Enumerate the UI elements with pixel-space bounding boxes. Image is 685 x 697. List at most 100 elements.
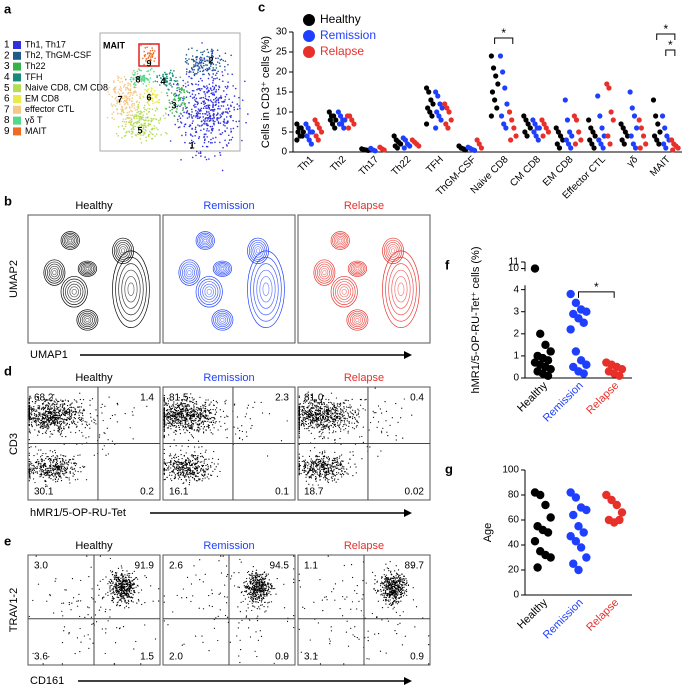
event-dot: [338, 403, 341, 405]
umap-dot: [132, 74, 135, 76]
umap-dot: [165, 131, 167, 134]
event-dot: [188, 469, 190, 471]
event-dot: [55, 398, 57, 400]
event-dot: [328, 472, 330, 474]
event-dot: [200, 467, 202, 469]
event-dot: [28, 460, 30, 463]
event-dot: [210, 465, 212, 467]
event-dot: [48, 421, 50, 423]
umap-dot: [209, 58, 211, 61]
event-dot: [196, 416, 198, 418]
event-dot: [81, 412, 84, 415]
umap-dot: [219, 108, 221, 110]
umap-dot: [146, 46, 148, 49]
event-dot: [57, 428, 59, 430]
event-dot: [200, 406, 202, 408]
event-dot: [48, 410, 51, 412]
umap-dot: [188, 116, 190, 118]
umap-dot: [214, 141, 216, 144]
event-dot: [342, 402, 344, 404]
event-dot: [114, 414, 116, 416]
event-dot: [29, 476, 31, 478]
umap-dot: [136, 94, 138, 96]
event-dot: [309, 468, 312, 470]
event-dot: [51, 417, 53, 419]
event-dot: [193, 404, 195, 406]
event-dot: [50, 413, 53, 415]
event-dot: [42, 471, 44, 473]
event-dot: [175, 426, 177, 429]
event-dot: [55, 410, 57, 412]
umap-dot: [185, 57, 187, 60]
group-title: Remission: [203, 200, 254, 212]
umap-dot: [126, 102, 129, 105]
event-dot: [82, 419, 84, 421]
event-dot: [79, 416, 81, 419]
event-dot: [169, 472, 171, 474]
umap-dot: [196, 103, 199, 106]
umap-dot: [130, 117, 132, 120]
event-dot: [91, 420, 93, 422]
contour: [115, 256, 147, 322]
event-dot: [44, 426, 46, 429]
umap-dot: [168, 106, 171, 108]
umap-dot: [191, 156, 194, 159]
event-dot: [310, 410, 312, 412]
event-dot: [69, 406, 71, 409]
event-dot: [35, 423, 37, 425]
contour: [197, 278, 221, 305]
event-dot: [187, 405, 189, 407]
event-dot: [241, 439, 244, 441]
event-dot: [54, 409, 56, 411]
event-dot: [63, 422, 65, 424]
event-dot: [42, 466, 44, 468]
umap-dot: [132, 92, 135, 94]
umap-dot: [204, 102, 207, 104]
legend-number: 2: [4, 50, 10, 61]
umap-dot: [222, 120, 225, 123]
umap-dot: [209, 114, 212, 117]
umap-frame: [99, 32, 241, 152]
event-dot: [319, 415, 321, 418]
event-dot: [40, 468, 42, 470]
umap-dot: [186, 106, 188, 109]
event-dot: [49, 411, 52, 413]
umap-dot: [188, 113, 191, 116]
umap-dot: [194, 128, 197, 130]
umap-dot: [131, 110, 133, 113]
umap-dot: [127, 92, 129, 95]
event-dot: [75, 400, 77, 402]
umap-dot: [142, 83, 144, 85]
event-dot: [322, 416, 324, 419]
umap-dot: [133, 69, 135, 72]
umap-dot: [230, 54, 232, 57]
event-dot: [300, 423, 303, 426]
event-dot: [172, 405, 174, 407]
event-dot: [181, 463, 183, 465]
umap-dot: [200, 97, 203, 99]
event-dot: [309, 401, 311, 403]
event-dot: [28, 401, 30, 404]
event-dot: [326, 456, 328, 458]
event-dot: [303, 417, 305, 419]
quadrant-value: 16.1: [169, 487, 189, 498]
event-dot: [305, 413, 307, 415]
event-dot: [34, 461, 37, 464]
event-dot: [315, 423, 317, 425]
event-dot: [310, 424, 312, 426]
event-dot: [324, 427, 327, 429]
umap-dot: [168, 101, 171, 104]
event-dot: [173, 439, 175, 441]
event-dot: [93, 454, 95, 456]
umap-dot: [197, 108, 200, 110]
umap-dot: [133, 78, 135, 80]
umap-dot: [139, 128, 142, 131]
umap-dot: [150, 67, 153, 70]
event-dot: [188, 481, 191, 484]
event-dot: [163, 452, 165, 455]
contour: [220, 267, 225, 271]
umap-dot: [125, 88, 127, 91]
event-dot: [336, 408, 338, 410]
event-dot: [323, 461, 325, 464]
event-dot: [59, 465, 61, 467]
